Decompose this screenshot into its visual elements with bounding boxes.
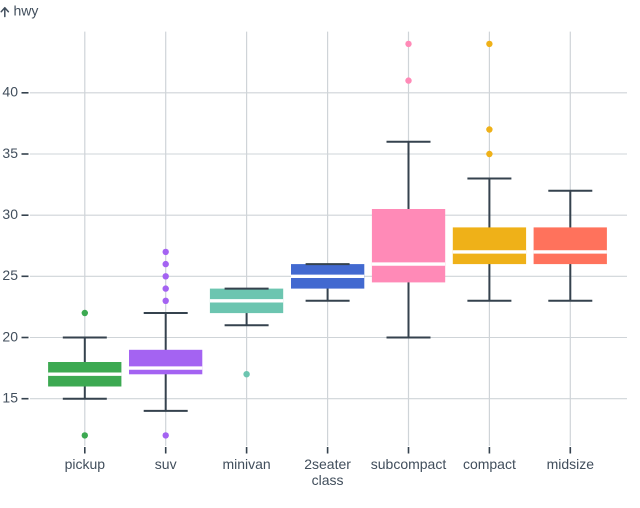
svg-text:25: 25 [2,267,18,283]
svg-text:35: 35 [2,145,18,161]
svg-text:30: 30 [2,206,18,222]
svg-text:hwy: hwy [14,3,39,19]
svg-text:40: 40 [2,84,18,100]
svg-text:20: 20 [2,328,18,344]
svg-text:minivan: minivan [222,456,270,472]
svg-text:class: class [312,472,344,488]
svg-text:subcompact: subcompact [371,456,447,472]
svg-text:2seater: 2seater [304,456,351,472]
svg-text:compact: compact [463,456,516,472]
svg-text:suv: suv [155,456,177,472]
svg-text:midsize: midsize [547,456,595,472]
svg-text:pickup: pickup [65,456,106,472]
svg-text:15: 15 [2,390,18,406]
